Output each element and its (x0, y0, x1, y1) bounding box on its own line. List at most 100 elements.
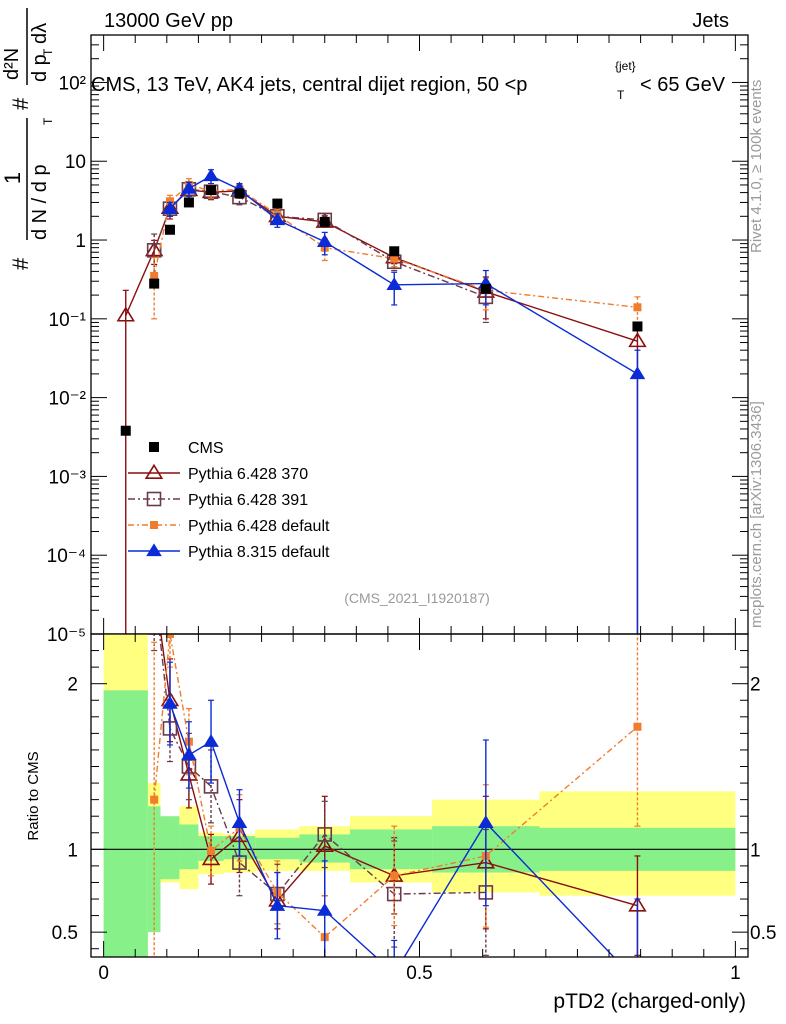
x-tick-label: 0.5 (406, 963, 432, 984)
main-point-pythia-8-315-default (203, 168, 219, 182)
ratio-point-pythia-6-428-370 (201, 850, 221, 866)
cms-data-point (389, 246, 400, 257)
legend-marker-pythia-6-428-default (150, 521, 158, 529)
main-axes: 10² 10 1 10⁻¹ 10⁻² 10⁻³ 10⁻⁴ 10⁻⁵ (47, 34, 749, 646)
ylabel-hash-1: # (8, 257, 33, 270)
ratio-point-pythia-8-315-default (181, 747, 197, 761)
ratio-point-pythia-8-315-default (231, 815, 248, 829)
legend-marker-pythia-8-315-default (146, 543, 162, 557)
legend-label-pythia-8-315-default: Pythia 8.315 default (188, 544, 330, 561)
cms-data-point (206, 185, 217, 196)
ylabel-denominator-2b: dλ (29, 23, 51, 44)
main-line-pythia-8-315-default (169, 175, 638, 375)
main-point-pythia-6-428-391 (146, 243, 162, 258)
ratio-point-pythia-6-428-default (390, 871, 399, 880)
x-tick-label: 0 (98, 963, 109, 984)
main-point-pythia-8-315-default (181, 180, 197, 194)
ratio-point-pythia-6-428-391 (317, 827, 333, 842)
ratio-axes: 0 0.5 1 2 2 1 1 0.5 0.5 (52, 633, 776, 984)
title-sub: T (617, 88, 625, 102)
legend-label-pythia-6-428-default: Pythia 6.428 default (188, 518, 330, 535)
ratio-point-pythia-6-428-391 (148, 578, 161, 591)
ratio-y-axis-label: Ratio to CMS (25, 751, 42, 840)
ratio-line-pythia-6-428-370 (160, 634, 638, 907)
main-ytick-label: 10⁻¹ (49, 310, 87, 331)
x-tick-label: 1 (730, 963, 741, 984)
mcplots-source-label: mcplots.cern.ch [arXiv:1306.3436] (748, 401, 765, 628)
cms-data-point (632, 321, 643, 332)
ratio-ytick-label-left: 2 (67, 675, 78, 696)
ratio-ytick-label-right: 0.5 (750, 923, 776, 944)
title-main: CMS, 13 TeV, AK4 jets, central dijet reg… (91, 74, 527, 96)
main-point-pythia-6-428-default (633, 303, 642, 312)
legend-label-cms: CMS (188, 440, 224, 457)
main-ytick-label: 10⁻² (49, 389, 87, 410)
legend-label-pythia-6-428-391: Pythia 6.428 391 (188, 492, 308, 509)
band-inner-bin (103, 690, 148, 957)
main-ytick-label: 10⁻⁵ (47, 625, 86, 646)
ratio-panel (91, 634, 748, 957)
ratio-point-pythia-8-315-default (316, 902, 333, 916)
cms-data-point (164, 224, 175, 235)
ratio-point-pythia-6-428-default (633, 722, 642, 731)
ratio-series-layer (146, 577, 647, 987)
title-tail: < 65 GeV (640, 74, 726, 96)
ylabel-sub-2: T (41, 48, 55, 56)
ratio-point-pythia-8-315-default (162, 695, 178, 709)
ratio-ytick-label-right: 1 (750, 840, 761, 861)
main-ytick-label: 10⁻⁴ (47, 546, 86, 567)
main-ytick-label: 1 (75, 231, 86, 252)
main-point-pythia-8-315-default (162, 201, 178, 214)
main-point-pythia-6-428-default (150, 271, 159, 280)
main-point-pythia-6-428-default (390, 254, 399, 263)
ratio-point-pythia-8-315-default (478, 815, 494, 829)
ratio-point-pythia-6-428-default (207, 846, 216, 855)
ratio-point-pythia-6-428-370 (146, 577, 162, 590)
ylabel-denominator-2a: d p (29, 54, 51, 82)
cms-data-point (149, 278, 160, 289)
jets-label: Jets (692, 10, 729, 32)
main-point-pythia-6-428-370 (628, 332, 647, 348)
ratio-ytick-label-left: 0.5 (52, 923, 78, 944)
main-ytick-label: 10 (65, 152, 86, 173)
legend-label-pythia-6-428-370: Pythia 6.428 370 (188, 466, 308, 483)
ylabel-hash-2: # (8, 97, 33, 110)
legend: CMS Pythia 6.428 370 Pythia 6.428 391 Pythi… (128, 440, 330, 561)
band-inner-bin (255, 837, 300, 860)
ratio-point-pythia-8-315-default (630, 974, 646, 987)
ylabel-denominator-1: d N / d p (29, 164, 51, 240)
ratio-point-pythia-8-315-default (386, 966, 402, 979)
cms-data-point (480, 283, 491, 294)
main-ytick-label: 10² (59, 73, 86, 94)
ratio-point-pythia-6-428-370 (315, 836, 334, 853)
main-ytick-label: 10⁻³ (49, 467, 87, 488)
ratio-point-pythia-6-428-default (150, 795, 159, 804)
collision-label: 13000 GeV pp (104, 10, 233, 32)
cms-data-point (120, 425, 131, 436)
main-point-pythia-8-315-default (316, 234, 333, 247)
ratio-point-pythia-6-428-default (165, 634, 174, 638)
legend-marker-cms (149, 442, 159, 452)
chart-title: CMS, 13 TeV, AK4 jets, central dijet reg… (91, 59, 726, 102)
ratio-ytick-label-left: 1 (67, 840, 78, 861)
cms-data-point (272, 198, 283, 209)
ratio-point-pythia-8-315-default (269, 897, 286, 911)
ratio-ytick-label-right: 2 (750, 675, 761, 696)
ratio-line-pythia-6-428-default (153, 634, 638, 939)
main-point-pythia-8-315-default (386, 277, 403, 291)
main-point-pythia-8-315-default (269, 212, 286, 226)
legend-marker-pythia-6-428-391 (146, 491, 162, 507)
band-inner-bin (179, 824, 199, 870)
analysis-tag: (CMS_2021_I1920187) (344, 590, 490, 606)
legend-marker-pythia-6-428-370 (144, 463, 164, 479)
ratio-line-pythia-6-428-391 (158, 634, 486, 896)
ratio-point-pythia-8-315-default (203, 734, 219, 747)
rivet-version-label: Rivet 4.1.0, ≥ 100k events (748, 80, 765, 253)
band-inner-bin (160, 816, 180, 880)
main-line-pythia-6-428-370 (125, 189, 638, 342)
title-sup: {jet} (615, 59, 636, 73)
main-line-pythia-6-428-default (153, 184, 638, 309)
ylabel-one: 1 (0, 172, 25, 184)
cms-data-point (319, 216, 330, 227)
